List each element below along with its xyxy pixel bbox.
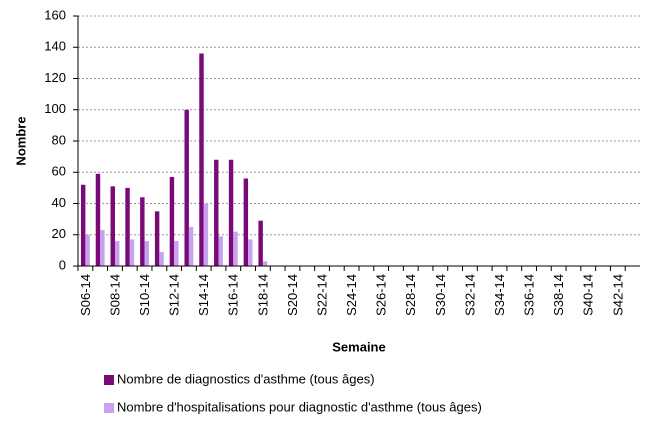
bar	[214, 159, 219, 266]
x-tick-label: S38-14	[551, 274, 566, 316]
bar	[184, 109, 189, 266]
bar	[100, 230, 105, 266]
bar	[262, 261, 268, 266]
bar	[228, 159, 234, 266]
bar	[233, 231, 238, 266]
bar	[140, 197, 145, 266]
bar	[199, 53, 204, 266]
x-tick-label: S18-14	[255, 274, 270, 316]
x-axis-title: Semaine	[332, 339, 385, 354]
bar	[95, 173, 101, 266]
bar	[114, 241, 120, 266]
x-tick-label: S28-14	[403, 274, 418, 316]
x-tick-label: S14-14	[196, 274, 211, 316]
legend-swatch	[104, 403, 114, 413]
bar	[129, 239, 135, 266]
bar	[248, 239, 253, 266]
bar	[169, 176, 175, 266]
x-tick-label: S40-14	[581, 274, 596, 316]
x-tick-label: S24-14	[344, 274, 359, 316]
y-tick-label: 40	[52, 195, 66, 210]
x-tick-label: S16-14	[226, 274, 241, 316]
x-tick-label: S26-14	[374, 274, 389, 316]
bar	[80, 184, 86, 266]
x-tick-label: S34-14	[492, 274, 507, 316]
y-tick-label: 20	[52, 226, 66, 241]
bar	[188, 226, 194, 266]
x-tick-label: S22-14	[314, 274, 329, 316]
x-tick-label: S20-14	[285, 274, 300, 316]
bar	[258, 220, 263, 266]
y-tick-label: 80	[52, 132, 66, 147]
bar	[243, 178, 249, 266]
y-tick-label: 60	[52, 164, 66, 179]
x-tick-label: S30-14	[433, 274, 448, 316]
y-tick-label: 160	[44, 7, 66, 22]
x-tick-label: S12-14	[167, 274, 182, 316]
bar	[144, 241, 149, 266]
x-tick-label: S10-14	[137, 274, 152, 316]
legend-label: Nombre d'hospitalisations pour diagnosti…	[117, 399, 482, 414]
bar	[154, 211, 160, 266]
bar	[110, 186, 115, 266]
x-tick-label: S42-14	[610, 274, 625, 316]
legend-swatch	[104, 375, 114, 385]
bar	[125, 187, 130, 266]
x-tick-label: S08-14	[107, 274, 122, 316]
y-tick-label: 140	[44, 39, 66, 54]
y-tick-label: 0	[59, 257, 66, 272]
y-tick-label: 120	[44, 70, 66, 85]
x-tick-label: S36-14	[522, 274, 537, 316]
y-tick-label: 100	[44, 101, 66, 116]
legend-label: Nombre de diagnostics d'asthme (tous âge…	[117, 371, 375, 386]
bar	[174, 241, 179, 266]
y-axis-title: Nombre	[13, 116, 28, 165]
x-tick-label: S06-14	[78, 274, 93, 316]
x-tick-label: S32-14	[462, 274, 477, 316]
bar	[85, 234, 90, 266]
bar	[203, 203, 209, 266]
bar	[218, 236, 223, 266]
bar	[159, 251, 164, 266]
